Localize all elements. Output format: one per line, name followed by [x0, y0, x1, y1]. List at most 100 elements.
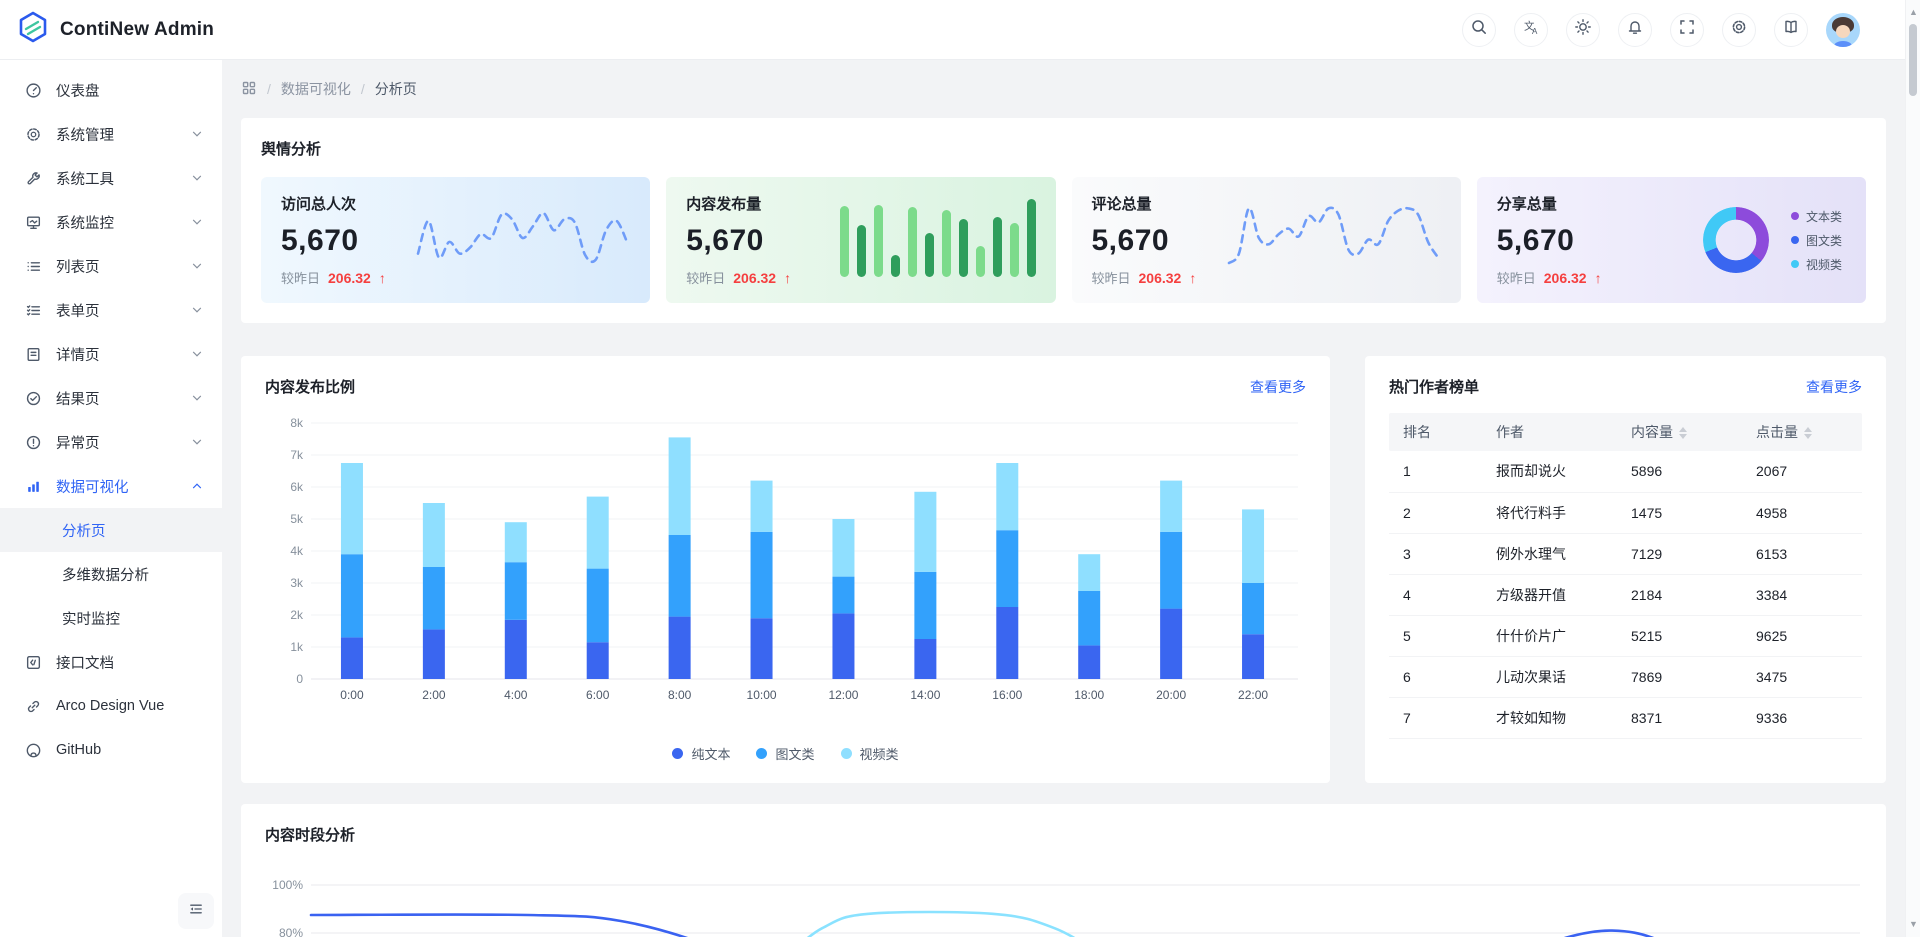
document-icon [24, 345, 42, 363]
svg-text:4k: 4k [290, 544, 304, 558]
form-icon [24, 301, 42, 319]
page-scrollbar[interactable]: ▲ ▼ [1905, 0, 1920, 937]
sidebar-item-list-page[interactable]: 列表页 [0, 244, 222, 288]
code-square-icon [24, 653, 42, 671]
svg-text:文: 文 [1524, 20, 1535, 33]
sidebar-label: 结果页 [56, 391, 100, 408]
sidebar-item-multi-dimension-analysis[interactable]: 多维数据分析 [0, 552, 222, 596]
donut-legend: 文本类 图文类 视频类 [1790, 208, 1842, 273]
svg-text:8:00: 8:00 [668, 688, 692, 702]
github-icon [24, 741, 42, 759]
sidebar-item-dashboard[interactable]: 仪表盘 [0, 68, 222, 112]
authors-more-link[interactable]: 查看更多 [1806, 378, 1862, 395]
stat-card-comments: 评论总量 5,670 较昨日 206.32 ↑ [1071, 177, 1461, 303]
sidebar-collapse-button[interactable] [178, 893, 214, 929]
avatar-face [1836, 24, 1850, 38]
scrollbar-down-arrow[interactable]: ▼ [1909, 919, 1918, 929]
legend-label: 纯文本 [691, 747, 731, 762]
sidebar-label: 实时监控 [62, 611, 120, 628]
publish-mini-bar-chart [839, 193, 1036, 277]
sidebar: 仪表盘 系统管理 系统工具 系统监控 列表页 表单页 详情页 结果页 异常页 [0, 60, 222, 937]
sidebar-item-github[interactable]: GitHub [0, 728, 222, 772]
sort-icon[interactable] [1679, 427, 1687, 440]
svg-text:1k: 1k [290, 640, 304, 654]
stat-card-row: 访问总人次 5,670 较昨日 206.32 ↑ 内容发布量 5,670 较昨日 [261, 177, 1866, 303]
svg-text:2k: 2k [290, 608, 304, 622]
stat-value: 5,670 [1091, 224, 1170, 257]
sidebar-label: 分析页 [62, 523, 106, 540]
notifications-button[interactable] [1618, 12, 1652, 47]
table-header-row: 排名 作者 内容量 点击量 [1389, 413, 1862, 451]
theme-button[interactable] [1566, 12, 1600, 47]
compare-label: 较昨日 [1496, 271, 1536, 286]
docs-button[interactable] [1774, 12, 1808, 47]
sidebar-item-api-docs[interactable]: 接口文档 [0, 640, 222, 684]
bar-chart-icon [24, 477, 42, 495]
arrow-up-indicator: ↑ [1189, 269, 1197, 286]
search-button[interactable] [1462, 12, 1496, 47]
link-icon [24, 697, 42, 715]
svg-text:16:00: 16:00 [992, 688, 1022, 702]
svg-text:2:00: 2:00 [422, 688, 446, 702]
column-content-count: 内容量 [1629, 413, 1754, 451]
breadcrumb-item-data-visualization[interactable]: 数据可视化 [280, 81, 351, 97]
compare-label: 较昨日 [1091, 271, 1131, 286]
fullscreen-button[interactable] [1670, 12, 1704, 47]
apps-grid-icon[interactable] [241, 80, 257, 99]
compare-label: 较昨日 [686, 271, 726, 286]
sidebar-item-data-visualization[interactable]: 数据可视化 [0, 464, 222, 508]
svg-text:0:00: 0:00 [340, 688, 364, 702]
sidebar-item-system-monitor[interactable]: 系统监控 [0, 200, 222, 244]
sidebar-item-detail-page[interactable]: 详情页 [0, 332, 222, 376]
stat-value: 5,670 [686, 224, 764, 257]
mini-bar [1026, 199, 1036, 277]
book-icon [1782, 18, 1800, 41]
sidebar-item-realtime-monitor[interactable]: 实时监控 [0, 596, 222, 640]
svg-text:22:00: 22:00 [1238, 688, 1268, 702]
svg-text:20:00: 20:00 [1156, 688, 1186, 702]
publish-ratio-panel: 内容发布比例 查看更多 8k 7k 6k 5k 4k 3k 2k 1k 0 0:00 2:00 4:0… [241, 356, 1330, 783]
chevron-down-icon [190, 347, 204, 361]
arrow-up-indicator: ↑ [784, 269, 792, 286]
compare-label: 较昨日 [281, 271, 321, 286]
sidebar-label: 列表页 [56, 259, 100, 276]
fullscreen-icon [1678, 18, 1696, 41]
logo-icon [16, 10, 50, 49]
user-avatar[interactable] [1826, 12, 1860, 47]
settings-button[interactable] [1722, 12, 1756, 47]
donut-ring [1702, 207, 1769, 273]
sidebar-item-form-page[interactable]: 表单页 [0, 288, 222, 332]
app-title: ContiNew Admin [60, 18, 215, 40]
stat-title: 分享总量 [1496, 196, 1557, 213]
publish-more-link[interactable]: 查看更多 [1250, 378, 1306, 395]
mini-bar [873, 205, 883, 277]
arrow-up-indicator: ↑ [378, 269, 386, 286]
chevron-down-icon [190, 259, 204, 273]
scrollbar-thumb[interactable] [1909, 24, 1917, 96]
sun-icon [1574, 18, 1592, 41]
mini-bar [890, 255, 900, 277]
table-row: 3 例外水理气 7129 6153 [1389, 533, 1862, 575]
scrollbar-up-arrow[interactable]: ▲ [1909, 7, 1918, 17]
stat-card-shares: 分享总量 5,670 较昨日 206.32 ↑ 文本类 图文类 视频类 [1476, 177, 1866, 303]
column-author: 作者 [1494, 413, 1629, 451]
table-row: 4 方级器开值 2184 3384 [1389, 574, 1862, 616]
breadcrumb-item-analysis-page[interactable]: 分析页 [374, 81, 417, 97]
sidebar-item-exception-page[interactable]: 异常页 [0, 420, 222, 464]
sidebar-item-system-management[interactable]: 系统管理 [0, 112, 222, 156]
app-logo[interactable]: ContiNew Admin [0, 10, 214, 49]
svg-text:5k: 5k [290, 512, 304, 526]
sidebar-item-arco-design-vue[interactable]: Arco Design Vue [0, 684, 222, 728]
sort-icon[interactable] [1804, 427, 1812, 440]
main-content: / 数据可视化 / 分析页 舆情分析 访问总人次 5,670 较昨日 206.3… [222, 60, 1905, 937]
column-click-count: 点击量 [1754, 413, 1862, 451]
share-donut-chart: 文本类 图文类 视频类 [1702, 193, 1846, 287]
mini-bar [975, 246, 985, 277]
delta-value: 206.32 [1543, 269, 1587, 286]
sidebar-item-system-tools[interactable]: 系统工具 [0, 156, 222, 200]
sidebar-item-result-page[interactable]: 结果页 [0, 376, 222, 420]
sidebar-item-analysis-page[interactable]: 分析页 [0, 508, 222, 552]
